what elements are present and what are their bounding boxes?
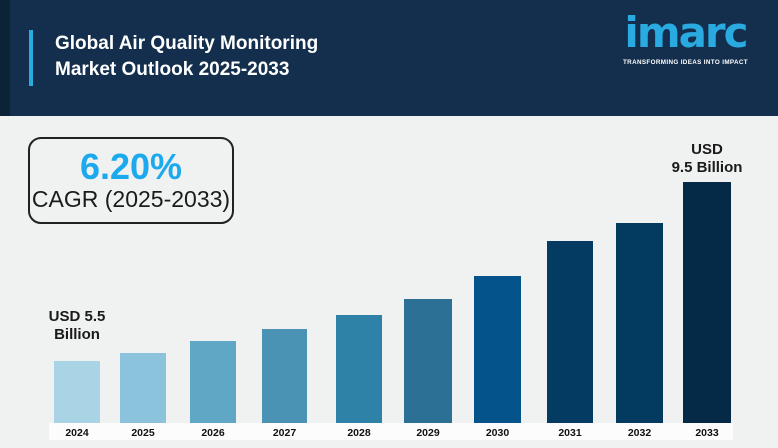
- bar-2032: [616, 223, 663, 423]
- page-title-line2: Market Outlook 2025-2033: [55, 59, 290, 80]
- bar-group-2025: 2025: [120, 353, 166, 439]
- bar-group-2024: 2024 USD 5.5 Billion: [49, 308, 106, 439]
- value-label-2024: USD 5.5 Billion: [48, 308, 106, 343]
- bar-2026: [190, 341, 236, 423]
- x-tick-label-2032: 2032: [627, 427, 652, 439]
- bar-2029: [404, 299, 452, 423]
- x-tick-label-2029: 2029: [416, 427, 440, 439]
- x-tick-label-2027: 2027: [272, 427, 297, 439]
- x-tick-label-2033: 2033: [695, 427, 719, 439]
- bar-group-2031: 2031: [547, 241, 593, 439]
- x-tick-label-2028: 2028: [347, 427, 371, 439]
- bar-2033: [683, 182, 731, 423]
- x-tick-label-2026: 2026: [201, 427, 225, 439]
- bar-chart: 6.20% CAGR (2025-2033) 2024 USD 5.5 Billio…: [0, 116, 778, 448]
- cagr-value: 6.20%: [79, 146, 183, 187]
- bar-group-2027: 2027: [262, 329, 307, 439]
- cagr-callout-box: 6.20% CAGR (2025-2033): [28, 137, 234, 224]
- bar-group-2026: 2026: [190, 341, 236, 439]
- page-title-line1: Global Air Quality Monitoring: [55, 33, 319, 54]
- bar-2025: [120, 353, 166, 423]
- title-accent-bar: [29, 30, 33, 86]
- bar-group-2029: 2029: [404, 299, 452, 439]
- x-tick-label-2031: 2031: [558, 427, 582, 439]
- x-tick-label-2024: 2024: [65, 427, 89, 439]
- imarc-tagline: TRANSFORMING IDEAS INTO IMPACT: [622, 59, 748, 66]
- x-tick-label-2025: 2025: [131, 427, 155, 439]
- imarc-wordmark: imarc: [624, 8, 748, 57]
- imarc-logo: imarc TRANSFORMING IDEAS INTO IMPACT: [622, 8, 749, 66]
- page-title: Global Air Quality Monitoring Market Out…: [55, 31, 318, 83]
- header-left-edge-strip: [0, 0, 10, 116]
- bar-2028: [336, 315, 382, 423]
- bar-group-2030: 2030: [474, 276, 521, 439]
- bar-group-2028: 2028: [336, 315, 382, 439]
- header-banner: Global Air Quality Monitoring Market Out…: [0, 0, 778, 116]
- cagr-label: CAGR (2025-2033): [31, 186, 231, 212]
- bar-2031: [547, 241, 593, 423]
- bar-2027: [262, 329, 307, 423]
- bar-group-2032: 2032: [616, 223, 663, 439]
- bar-2024: [54, 361, 100, 423]
- x-tick-label-2030: 2030: [485, 427, 510, 439]
- bar-group-2033: 2033 USD 9.5 Billion: [672, 141, 743, 439]
- value-label-2033: USD 9.5 Billion: [671, 141, 743, 176]
- bar-2030: [474, 276, 521, 423]
- x-axis-strip: [49, 423, 733, 440]
